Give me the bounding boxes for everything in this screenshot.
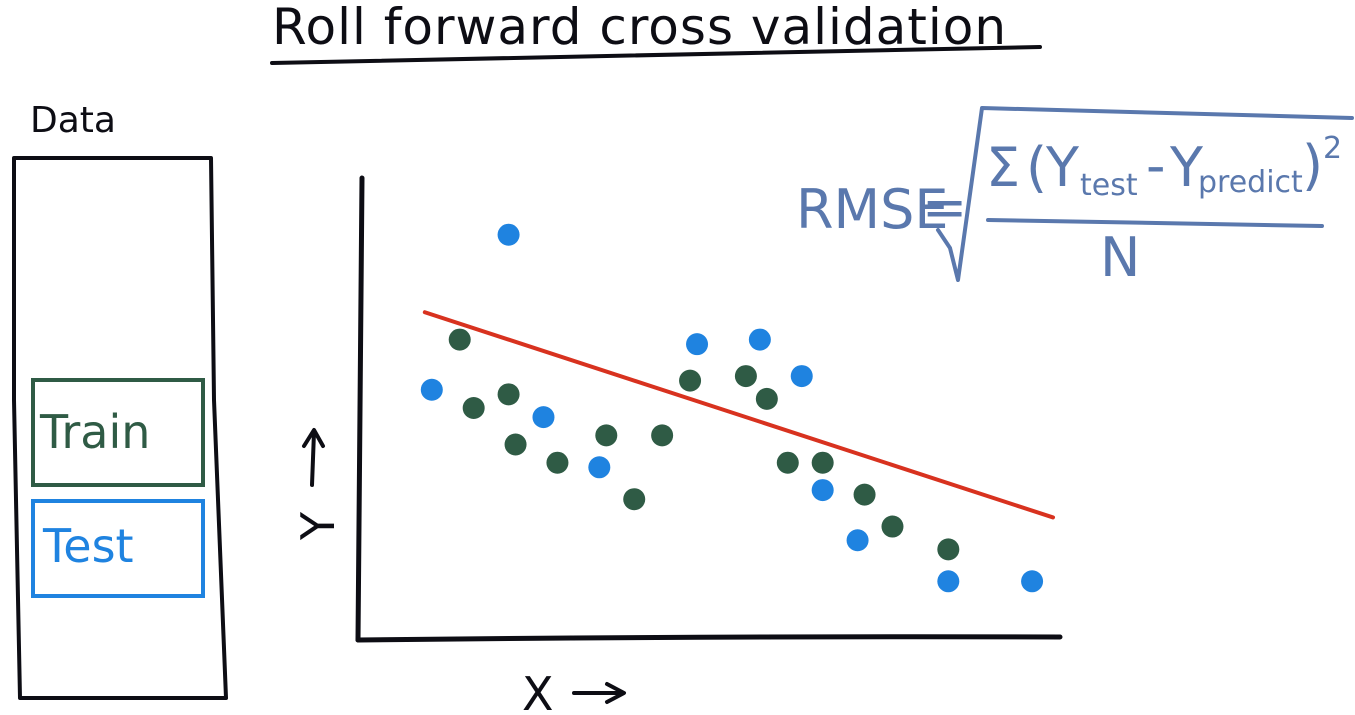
- formula-open-paren: (: [1026, 136, 1047, 199]
- train-point: [853, 483, 876, 506]
- train-point: [755, 387, 778, 410]
- test-point: [497, 223, 520, 246]
- train-point: [497, 383, 520, 406]
- test-point: [846, 529, 869, 552]
- x-axis-line: [355, 634, 1063, 643]
- test-point: [748, 328, 771, 351]
- formula-exponent: 2: [1323, 131, 1342, 166]
- train-point: [504, 433, 527, 456]
- train-point: [623, 488, 646, 511]
- formula-equals: =: [922, 176, 967, 239]
- train-point: [734, 365, 757, 388]
- test-point: [532, 406, 555, 429]
- train-point: [937, 538, 960, 561]
- title-underline: [270, 45, 1042, 65]
- page-title: Roll forward cross validation: [272, 0, 1007, 56]
- train-point: [546, 451, 569, 474]
- test-label: Test: [42, 519, 134, 573]
- formula-sum: Σ: [986, 136, 1020, 199]
- train-point: [462, 397, 485, 419]
- test-point: [811, 479, 834, 502]
- train-point: [651, 424, 674, 447]
- data-column: Data Train Test: [12, 100, 228, 700]
- train-box: [31, 378, 205, 487]
- train-point: [811, 451, 834, 474]
- test-point: [1021, 570, 1044, 593]
- formula-sub-predict: predict: [1198, 165, 1303, 200]
- train-label: Train: [39, 405, 150, 459]
- formula-y-test: Y: [1045, 136, 1080, 199]
- train-point: [881, 515, 904, 538]
- fraction-bar: [986, 218, 1324, 228]
- y-axis-arrow-icon: [302, 428, 325, 487]
- rmse-formula: RMSE = Σ ( Y test - Y predict ) 2 N: [796, 106, 1354, 289]
- y-axis-line: [355, 175, 365, 643]
- train-point: [595, 424, 618, 447]
- chart-axes: Y X: [291, 175, 1063, 715]
- data-box: [12, 156, 228, 700]
- radical-sign: [936, 106, 1354, 282]
- train-point: [776, 451, 799, 474]
- x-axis-arrow-icon: [572, 682, 626, 704]
- data-label: Data: [30, 100, 116, 141]
- train-point: [448, 328, 471, 351]
- test-point: [588, 456, 611, 479]
- y-axis-label: Y: [291, 511, 345, 541]
- formula-y-predict: Y: [1169, 136, 1204, 199]
- formula-lhs: RMSE: [796, 178, 949, 241]
- formula-sub-test: test: [1080, 168, 1138, 203]
- formula-minus: -: [1146, 134, 1166, 197]
- formula-denominator: N: [1100, 226, 1140, 289]
- test-point: [790, 365, 813, 388]
- train-point: [679, 369, 702, 392]
- formula-close-paren: ): [1302, 134, 1323, 197]
- train-points: [448, 328, 960, 561]
- test-points: [420, 223, 1044, 593]
- test-point: [686, 333, 709, 356]
- x-axis-label: X: [522, 667, 554, 715]
- regression-line: [422, 310, 1056, 520]
- test-point: [937, 570, 960, 593]
- test-point: [420, 378, 443, 401]
- test-box: [31, 499, 205, 598]
- title-group: Roll forward cross validation: [270, 0, 1042, 65]
- scatter-plot: [420, 223, 1056, 593]
